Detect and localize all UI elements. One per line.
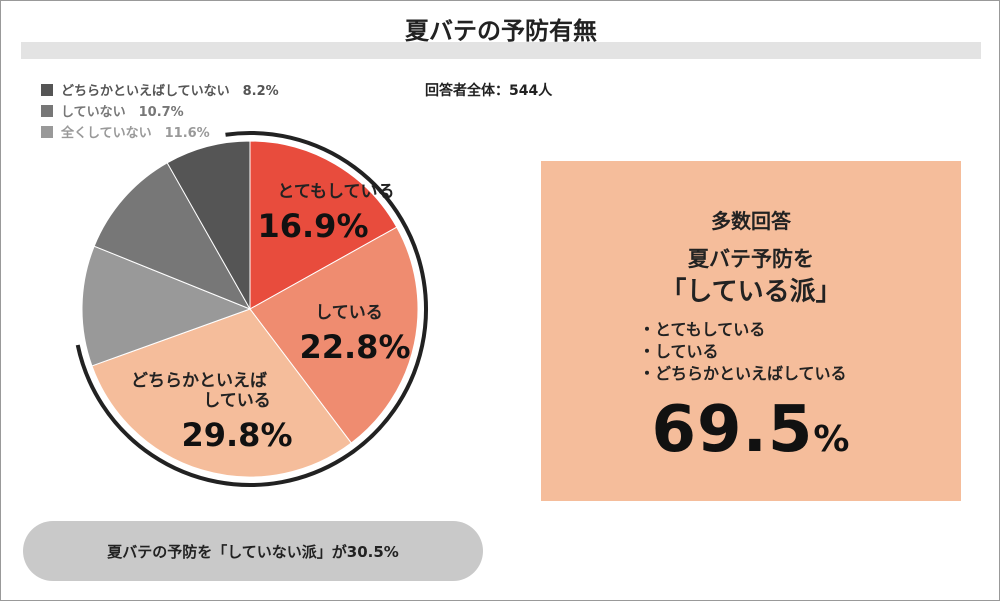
pie-slice [166, 140, 251, 311]
slice-name-label: どちらかといえば [131, 371, 267, 391]
slice-value-label: 29.8% [181, 416, 292, 454]
respondent-count: 回答者全体：544人 [425, 83, 553, 99]
slice-value-label: 16.9% [257, 207, 368, 245]
legend-item: していない 10.7% [41, 100, 279, 121]
legend-item: 全くしていない 11.6% [41, 121, 279, 142]
legend-label: していない 10.7% [61, 105, 184, 120]
big-number: 69.5 [651, 393, 814, 467]
slice-label-group: とてもしている 16.9% している 22.8% どちらかといえば している 2… [131, 182, 411, 454]
slice-name-label: している [315, 303, 383, 323]
callout-line2: 「している派」 [660, 277, 842, 307]
pie-slice [249, 140, 398, 310]
bottom-summary-pill: 夏バテの予防を「していない派」が30.5% [23, 521, 483, 581]
legend-label: どちらかといえばしていない 8.2% [61, 84, 279, 99]
big-unit: % [813, 419, 851, 460]
callout-list-item: ・とてもしている [639, 320, 766, 339]
callout-list-item: ・している [639, 342, 719, 361]
legend-swatch [41, 104, 53, 117]
chart-title: 夏バテの予防有無 [405, 17, 597, 45]
pie-slice [91, 308, 352, 478]
pie-slices [81, 140, 419, 478]
slice-name-label: している [203, 391, 271, 411]
legend-item: どちらかといえばしていない 8.2% [41, 79, 279, 100]
slice-value-label: 22.8% [299, 328, 410, 366]
callout-line1: 夏バテ予防を [688, 247, 814, 271]
legend: どちらかといえばしていない 8.2% していない 10.7% 全くしていない 1… [41, 79, 279, 142]
positive-group-arc [75, 131, 428, 487]
callout-list: ・とてもしている ・している ・どちらかといえばしている [639, 319, 847, 385]
legend-label: 全くしていない 11.6% [61, 126, 210, 141]
pie-slice [249, 226, 419, 444]
pie-slice [93, 162, 252, 310]
callout-big-value: 69.5% [541, 393, 961, 467]
legend-swatch [41, 83, 53, 96]
title-underline-bar [21, 42, 981, 59]
legend-swatch [41, 125, 53, 138]
majority-callout: 多数回答 夏バテ予防を 「している派」 ・とてもしている ・している ・どちらか… [541, 161, 961, 501]
slice-name-label: とてもしている [277, 182, 394, 202]
callout-list-item: ・どちらかといえばしている [639, 364, 847, 383]
pie-slice [81, 245, 252, 367]
callout-heading: 多数回答 [711, 209, 791, 233]
